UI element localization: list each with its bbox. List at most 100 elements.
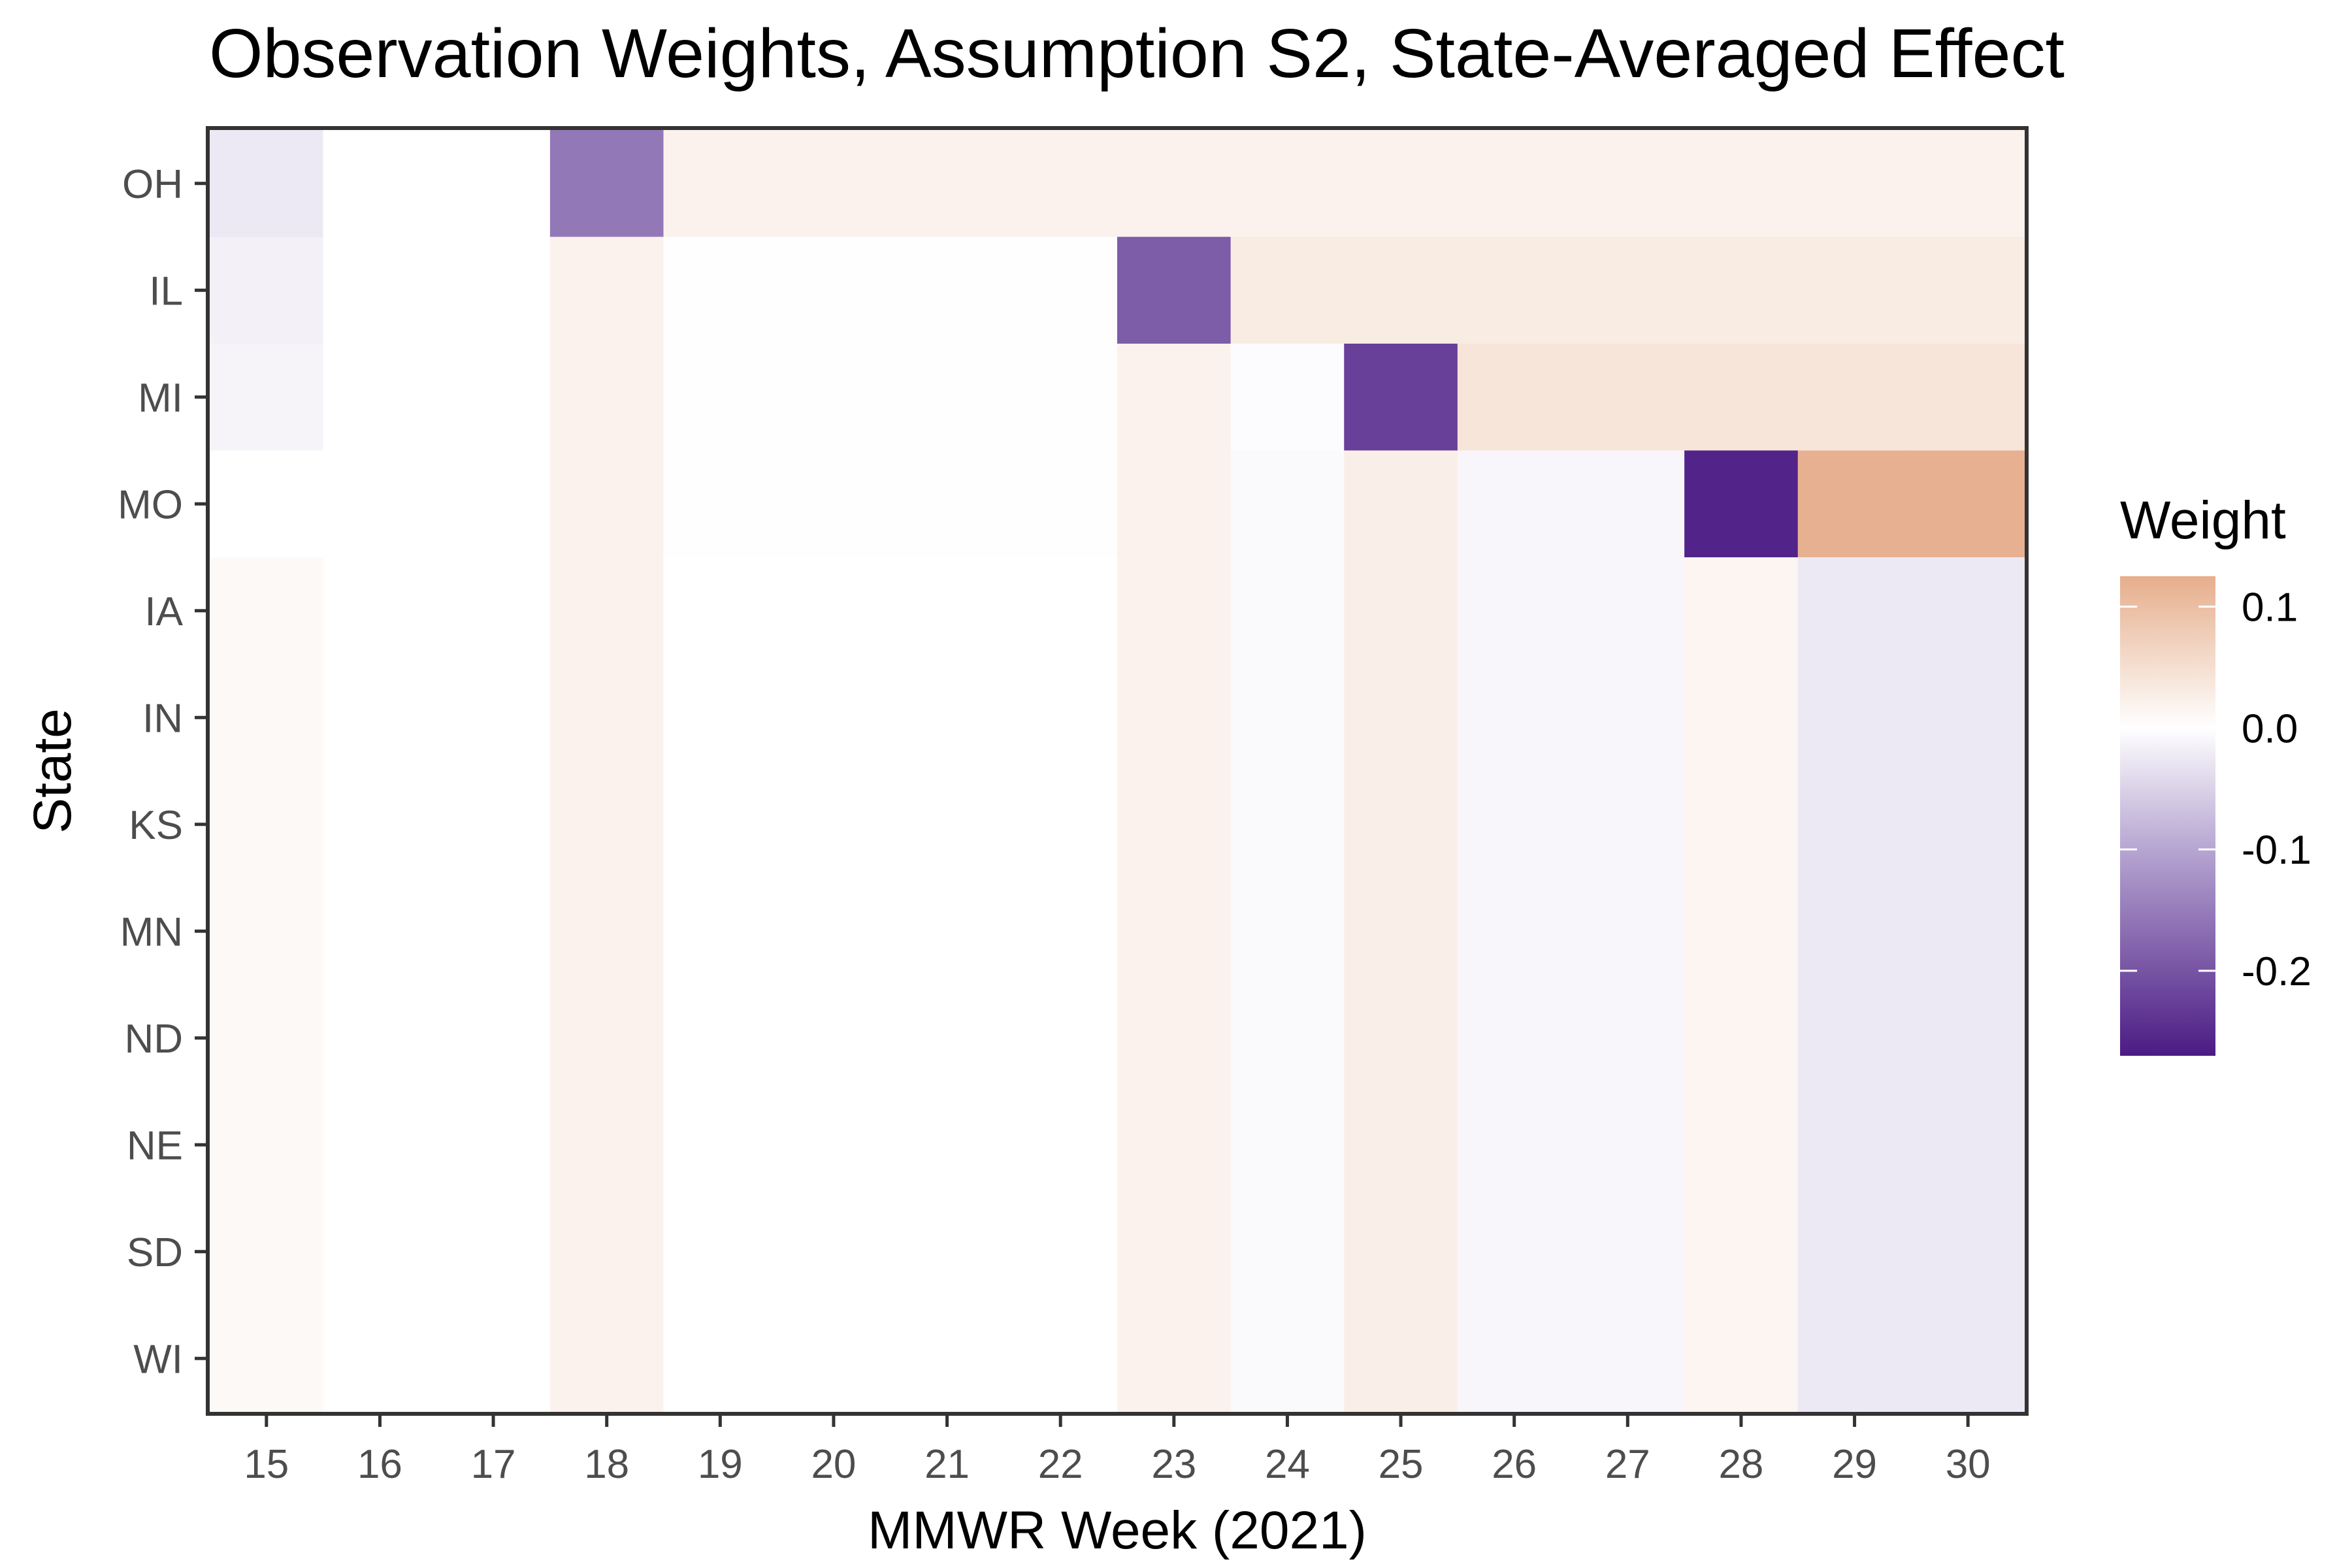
heatmap-cell	[1684, 1198, 1799, 1306]
y-tick-label: IL	[149, 269, 183, 314]
x-tick-label: 18	[584, 1442, 629, 1487]
heatmap-cell	[1457, 1198, 1572, 1306]
heatmap-cell	[1457, 1091, 1572, 1199]
heatmap-cell	[1230, 130, 1345, 238]
heatmap-cell	[1004, 557, 1118, 665]
heatmap-cell	[663, 450, 777, 558]
heatmap-cell	[436, 557, 551, 665]
heatmap-cell	[1117, 771, 1232, 879]
heatmap-cell	[1571, 877, 1685, 985]
heatmap-cell	[1457, 557, 1572, 665]
heatmap-cell	[663, 1198, 777, 1306]
x-tick-label: 21	[924, 1442, 970, 1487]
heatmap-cell	[1457, 985, 1572, 1092]
heatmap-cell	[663, 237, 777, 344]
heatmap-cell	[1684, 450, 1799, 558]
heatmap-cell	[1117, 557, 1232, 665]
heatmap-cell	[210, 1198, 324, 1306]
heatmap-cell	[1571, 771, 1685, 879]
heatmap-cell	[1911, 1091, 2025, 1199]
heatmap-cell	[1344, 237, 1458, 344]
heatmap-cell	[777, 877, 891, 985]
heatmap-cell	[1797, 557, 1912, 665]
x-tick-label: 17	[471, 1442, 516, 1487]
heatmap-cell	[1457, 877, 1572, 985]
heatmap-cell	[1684, 771, 1799, 879]
heatmap-cell	[210, 1091, 324, 1199]
heatmap-cell	[1797, 985, 1912, 1092]
heatmap-cell	[1797, 1091, 1912, 1199]
heatmap-cell	[1684, 344, 1799, 451]
heatmap-cell	[1004, 130, 1118, 238]
heatmap-cell	[1911, 985, 2025, 1092]
heatmap-cell	[549, 557, 664, 665]
heatmap-cell	[436, 1305, 551, 1413]
heatmap-cell	[1004, 985, 1118, 1092]
heatmap-cell	[549, 450, 664, 558]
heatmap-cell	[1117, 1091, 1232, 1199]
heatmap-cell	[436, 1198, 551, 1306]
color-legend: Weight 0.1 0.0 -0.1 -0.2	[2120, 491, 2311, 1056]
heatmap-cell	[1457, 237, 1572, 344]
heatmap-cell	[1457, 450, 1572, 558]
heatmap-cell	[890, 344, 1004, 451]
heatmap-cell	[663, 771, 777, 879]
heatmap-cell	[777, 1198, 891, 1306]
heatmap-cell	[890, 1091, 1004, 1199]
legend-colorbar	[2120, 576, 2215, 1056]
x-tick-label: 24	[1265, 1442, 1310, 1487]
heatmap-cell	[1571, 450, 1685, 558]
heatmap-cell	[890, 1198, 1004, 1306]
heatmap-cell	[777, 237, 891, 344]
heatmap-cell	[1004, 344, 1118, 451]
heatmap-cell	[777, 130, 891, 238]
legend-title: Weight	[2120, 491, 2286, 550]
heatmap-cell	[436, 237, 551, 344]
heatmap-cell	[1004, 877, 1118, 985]
heatmap-cell	[549, 664, 664, 772]
heatmap-cell	[436, 130, 551, 238]
heatmap-cell	[323, 877, 437, 985]
heatmap-cell	[1344, 877, 1458, 985]
legend-ticks: 0.1 0.0 -0.1 -0.2	[2120, 585, 2311, 994]
heatmap-cell	[210, 557, 324, 665]
x-tick-label: 28	[1718, 1442, 1763, 1487]
heatmap-cell	[323, 664, 437, 772]
heatmap-cell	[1571, 664, 1685, 772]
heatmap-cell	[1684, 130, 1799, 238]
heatmap-cell	[1117, 344, 1232, 451]
legend-tick-label: 0.0	[2242, 706, 2298, 751]
heatmap-cell	[1797, 450, 1912, 558]
heatmap-cell	[1344, 664, 1458, 772]
y-tick-label: WI	[133, 1337, 183, 1382]
heatmap-cell	[663, 1305, 777, 1413]
heatmap-cell	[1344, 344, 1458, 451]
heatmap-cell	[323, 985, 437, 1092]
heatmap-cell	[1797, 1305, 1912, 1413]
heatmap-cell	[1344, 771, 1458, 879]
heatmap-cell	[890, 1305, 1004, 1413]
heatmap-cell	[1230, 1305, 1345, 1413]
x-tick-label: 25	[1379, 1442, 1424, 1487]
heatmap-cell	[1911, 664, 2025, 772]
heatmap-cell	[1004, 1091, 1118, 1199]
heatmap-cell	[436, 450, 551, 558]
heatmap-cell	[663, 344, 777, 451]
heatmap-cell	[1797, 344, 1912, 451]
heatmap-cell	[1911, 130, 2025, 238]
y-axis-title: State	[23, 708, 82, 833]
heatmap-cell	[777, 985, 891, 1092]
heatmap-cell	[1571, 237, 1685, 344]
heatmap-cell	[663, 1091, 777, 1199]
heatmap-cell	[663, 877, 777, 985]
heatmap-cell	[549, 1198, 664, 1306]
heatmap-cell	[1230, 450, 1345, 558]
heatmap-cell	[549, 237, 664, 344]
heatmap-cell	[1117, 1198, 1232, 1306]
heatmap-cell	[1457, 344, 1572, 451]
legend-tick-label: -0.2	[2242, 949, 2311, 994]
heatmap-cell	[210, 985, 324, 1092]
heatmap-cell	[777, 664, 891, 772]
heatmap-cell	[1117, 985, 1232, 1092]
heatmap-cell	[210, 1305, 324, 1413]
